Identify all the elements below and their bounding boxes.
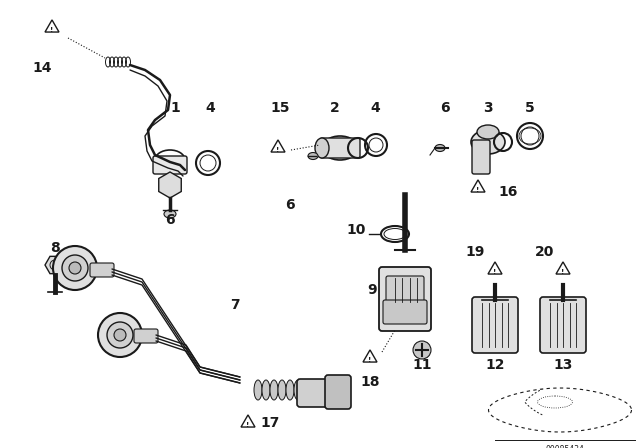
Text: 6: 6 <box>165 213 175 227</box>
Polygon shape <box>271 140 285 152</box>
Ellipse shape <box>310 380 318 400</box>
Circle shape <box>114 329 126 341</box>
FancyBboxPatch shape <box>325 375 351 409</box>
Text: !: ! <box>246 422 250 428</box>
Text: 14: 14 <box>32 61 52 75</box>
Text: 5: 5 <box>525 101 535 115</box>
Circle shape <box>53 246 97 290</box>
Ellipse shape <box>315 138 329 158</box>
Text: !: ! <box>276 147 280 153</box>
Text: 10: 10 <box>346 223 365 237</box>
Text: 18: 18 <box>360 375 380 389</box>
FancyBboxPatch shape <box>90 263 114 277</box>
Text: 4: 4 <box>370 101 380 115</box>
Text: 6: 6 <box>440 101 450 115</box>
Text: 7: 7 <box>230 298 240 312</box>
FancyBboxPatch shape <box>379 267 431 331</box>
Ellipse shape <box>270 380 278 400</box>
Ellipse shape <box>435 145 445 151</box>
Circle shape <box>413 341 431 359</box>
Polygon shape <box>556 262 570 274</box>
Ellipse shape <box>471 130 505 154</box>
Text: 16: 16 <box>499 185 518 199</box>
Text: 1: 1 <box>170 101 180 115</box>
FancyBboxPatch shape <box>134 329 158 343</box>
Text: 20: 20 <box>535 245 555 259</box>
Circle shape <box>107 322 133 348</box>
Text: 13: 13 <box>554 358 573 372</box>
Text: 4: 4 <box>205 101 215 115</box>
Polygon shape <box>45 256 65 274</box>
Ellipse shape <box>254 380 262 400</box>
FancyBboxPatch shape <box>297 379 333 407</box>
Ellipse shape <box>322 136 358 160</box>
Polygon shape <box>471 180 485 192</box>
Text: 15: 15 <box>270 101 290 115</box>
Ellipse shape <box>262 380 270 400</box>
Text: 00085434: 00085434 <box>545 445 584 448</box>
Text: 2: 2 <box>330 101 340 115</box>
FancyBboxPatch shape <box>153 156 187 174</box>
Text: !: ! <box>476 187 479 193</box>
Text: 17: 17 <box>260 416 280 430</box>
Ellipse shape <box>164 210 176 218</box>
FancyBboxPatch shape <box>383 300 427 324</box>
FancyBboxPatch shape <box>320 138 360 158</box>
Text: 9: 9 <box>367 283 377 297</box>
Text: !: ! <box>51 27 54 33</box>
FancyBboxPatch shape <box>472 297 518 353</box>
Circle shape <box>98 313 142 357</box>
Polygon shape <box>45 20 59 32</box>
Text: 11: 11 <box>412 358 432 372</box>
Text: !: ! <box>369 357 372 363</box>
Text: 3: 3 <box>483 101 493 115</box>
Text: 12: 12 <box>485 358 505 372</box>
Text: 19: 19 <box>465 245 484 259</box>
FancyBboxPatch shape <box>540 297 586 353</box>
Polygon shape <box>363 350 377 362</box>
Ellipse shape <box>477 125 499 139</box>
Polygon shape <box>488 262 502 274</box>
Ellipse shape <box>308 152 318 159</box>
Polygon shape <box>241 415 255 427</box>
Ellipse shape <box>302 380 310 400</box>
Text: 8: 8 <box>50 241 60 255</box>
Circle shape <box>62 255 88 281</box>
Ellipse shape <box>286 380 294 400</box>
Ellipse shape <box>278 380 286 400</box>
Text: 6: 6 <box>285 198 295 212</box>
Circle shape <box>69 262 81 274</box>
FancyBboxPatch shape <box>472 140 490 174</box>
Text: !: ! <box>561 269 564 275</box>
FancyBboxPatch shape <box>386 276 424 304</box>
Ellipse shape <box>294 380 302 400</box>
Polygon shape <box>159 172 181 198</box>
Text: !: ! <box>493 269 497 275</box>
